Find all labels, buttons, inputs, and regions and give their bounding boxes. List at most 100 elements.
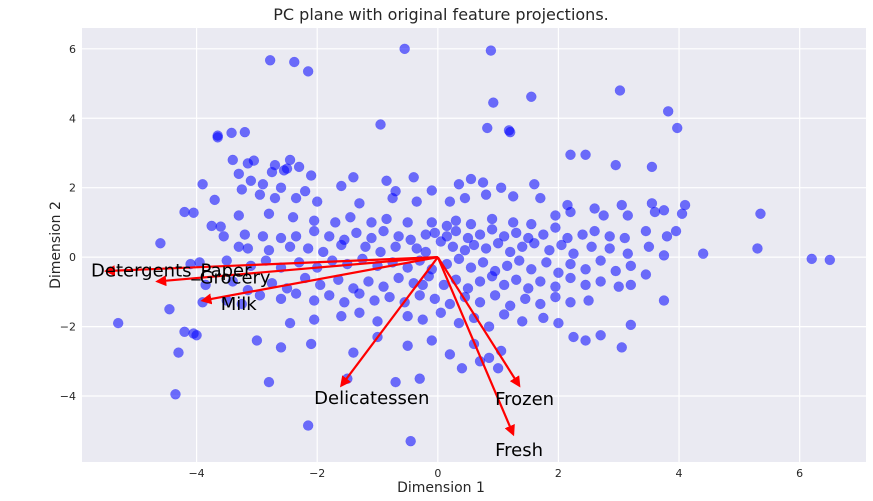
data-point (264, 55, 276, 66)
data-point (640, 269, 652, 280)
data-point (453, 178, 465, 190)
data-point (504, 126, 516, 138)
data-point (580, 149, 591, 160)
data-point (474, 276, 486, 287)
data-point (426, 185, 438, 196)
data-point (468, 239, 480, 251)
data-point (619, 232, 631, 244)
data-point (676, 208, 688, 220)
data-point (275, 293, 287, 305)
data-point (516, 241, 528, 252)
feature-label-grocery: Grocery (200, 267, 271, 288)
data-point (284, 317, 296, 329)
data-point (206, 220, 217, 232)
data-point (417, 314, 428, 325)
data-point (453, 253, 465, 265)
data-point (393, 231, 404, 242)
data-point (278, 165, 290, 176)
data-point (752, 243, 763, 254)
data-point (649, 206, 661, 218)
data-point (480, 243, 492, 254)
data-point (504, 246, 516, 258)
data-point (550, 222, 561, 233)
data-point (330, 217, 341, 228)
data-point (233, 241, 245, 252)
x-tick-label: 2 (555, 467, 562, 480)
data-point (486, 213, 498, 225)
data-point (459, 192, 471, 204)
data-point (317, 246, 329, 258)
data-point (402, 310, 413, 322)
feature-arrows (103, 256, 521, 437)
data-point (381, 175, 392, 187)
feature-arrow-grocery (155, 256, 438, 287)
data-point (336, 180, 347, 192)
data-point (290, 288, 302, 299)
data-point (662, 106, 674, 117)
data-point (516, 316, 528, 327)
data-point (492, 363, 504, 374)
data-point (275, 182, 287, 193)
data-point (305, 338, 317, 350)
data-point (339, 297, 350, 308)
data-point (529, 178, 540, 190)
data-point (254, 189, 266, 200)
data-point (483, 352, 495, 364)
data-point (498, 231, 510, 242)
data-point (405, 234, 416, 246)
data-point (661, 231, 673, 242)
data-point (390, 241, 401, 252)
data-point (269, 192, 281, 204)
data-point (289, 56, 300, 68)
data-point (658, 205, 670, 216)
data-point (658, 295, 670, 306)
data-point (305, 170, 317, 181)
y-axis-ticks: −4 −2 0 2 4 6 (60, 43, 76, 403)
y-tick-label: 2 (69, 182, 76, 195)
feature-arrow-detergents-paper (103, 256, 438, 277)
data-point (541, 257, 552, 268)
data-point (580, 264, 591, 275)
data-point (474, 229, 486, 240)
data-point (308, 314, 320, 325)
data-point (526, 91, 537, 102)
data-point (290, 192, 302, 204)
data-point (426, 217, 438, 228)
data-point (453, 317, 465, 329)
data-point (513, 255, 525, 266)
data-point (583, 295, 594, 306)
data-point (538, 312, 549, 324)
data-point (465, 173, 477, 185)
data-point (550, 291, 561, 303)
data-point (239, 126, 251, 138)
data-point (384, 291, 395, 303)
feature-label-milk: Milk (221, 294, 258, 315)
data-point (260, 255, 272, 266)
data-point (450, 225, 462, 237)
data-point (444, 349, 456, 360)
data-point (538, 229, 549, 240)
data-point (477, 177, 489, 188)
data-point (263, 208, 275, 220)
data-point (429, 293, 441, 305)
data-point (226, 127, 237, 139)
y-axis-label: Dimension 2 (48, 201, 64, 289)
data-point (348, 172, 359, 183)
data-point (314, 279, 326, 291)
data-point (486, 224, 498, 235)
data-point (480, 189, 492, 200)
data-point (586, 241, 597, 252)
y-tick-label: −4 (60, 390, 76, 403)
feature-label-fresh: Fresh (495, 440, 543, 461)
data-point (435, 236, 447, 247)
data-point (302, 420, 314, 431)
x-axis-label: Dimension 1 (397, 480, 485, 496)
data-point (486, 270, 498, 282)
data-point (197, 178, 208, 190)
data-point (366, 232, 377, 244)
data-point (459, 244, 471, 256)
data-point (598, 210, 609, 221)
data-point (589, 203, 600, 214)
